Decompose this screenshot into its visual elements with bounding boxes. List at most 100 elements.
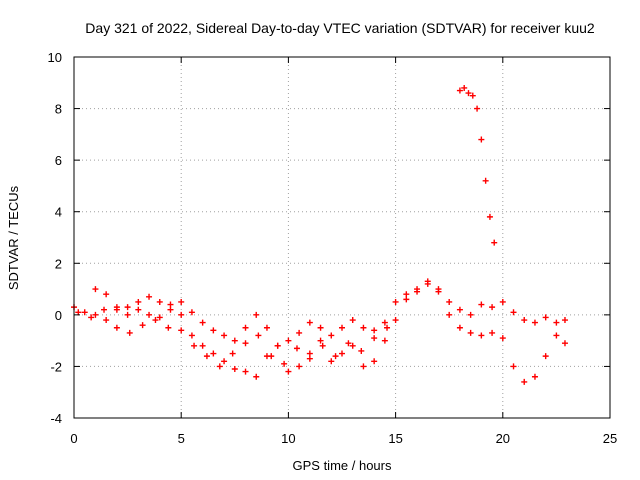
- data-point: [531, 319, 538, 326]
- data-point: [392, 298, 399, 305]
- data-point: [349, 342, 356, 349]
- data-point: [293, 345, 300, 352]
- data-point: [210, 327, 217, 334]
- y-tick-label: 8: [55, 102, 62, 117]
- data-point: [553, 319, 560, 326]
- x-tick-label: 20: [496, 431, 510, 446]
- data-point: [75, 309, 82, 316]
- data-point: [306, 355, 313, 362]
- data-point: [103, 291, 110, 298]
- data-point: [231, 366, 238, 373]
- x-tick-label: 15: [388, 431, 402, 446]
- y-tick-label: 2: [55, 256, 62, 271]
- data-point: [126, 329, 133, 336]
- data-point: [263, 324, 270, 331]
- data-point: [339, 324, 345, 331]
- data-point: [461, 84, 468, 91]
- data-point: [229, 350, 236, 357]
- y-tick-label: -4: [50, 411, 62, 426]
- data-point: [561, 340, 568, 347]
- data-point: [306, 319, 313, 326]
- data-point: [491, 239, 498, 246]
- data-point: [521, 317, 528, 324]
- data-point: [210, 350, 217, 357]
- data-point: [510, 309, 517, 316]
- x-axis: 0 5 10 15 20 25: [70, 57, 617, 446]
- data-point: [139, 322, 146, 329]
- chart-title: Day 321 of 2022, Sidereal Day-to-day VTE…: [85, 20, 595, 36]
- data-point: [467, 311, 474, 318]
- data-point: [328, 332, 335, 339]
- y-tick-label: 0: [55, 308, 62, 323]
- data-point: [178, 327, 185, 334]
- data-point: [242, 368, 249, 375]
- data-point: [216, 363, 223, 370]
- series-track-b: [92, 278, 568, 385]
- data-point: [281, 360, 288, 367]
- data-point: [92, 311, 99, 318]
- data-point: [221, 332, 228, 339]
- data-point: [531, 373, 538, 380]
- data-point: [332, 353, 339, 360]
- data-point: [231, 337, 238, 344]
- data-point: [135, 306, 142, 313]
- data-point: [446, 311, 453, 318]
- data-point: [188, 309, 195, 316]
- data-point: [489, 329, 496, 336]
- x-tick-label: 10: [281, 431, 295, 446]
- data-point: [268, 353, 275, 360]
- data-point: [113, 324, 120, 331]
- data-point: [456, 324, 463, 331]
- data-point: [414, 288, 421, 295]
- data-point: [178, 298, 185, 305]
- data-point: [467, 329, 474, 336]
- data-point: [381, 337, 388, 344]
- data-point: [92, 286, 99, 293]
- data-point: [285, 368, 292, 375]
- data-point: [360, 324, 367, 331]
- data-point: [135, 298, 142, 305]
- x-tick-label: 5: [178, 431, 185, 446]
- data-point: [482, 177, 489, 184]
- data-point: [199, 342, 206, 349]
- x-tick-label: 0: [70, 431, 77, 446]
- data-point: [456, 306, 463, 313]
- data-point: [456, 87, 463, 94]
- data-point: [403, 296, 410, 303]
- data-point: [542, 314, 549, 321]
- data-point: [317, 337, 324, 344]
- data-point: [561, 317, 568, 324]
- data-point: [167, 306, 174, 313]
- data-point: [371, 358, 378, 365]
- data-point: [152, 317, 159, 324]
- data-point: [146, 293, 153, 300]
- data-point: [319, 342, 326, 349]
- data-point: [285, 337, 292, 344]
- y-axis: -4 -2 0 2 4 6 8 10: [48, 50, 610, 426]
- data-point: [242, 324, 249, 331]
- data-point: [221, 358, 228, 365]
- data-point: [103, 317, 110, 324]
- data-point: [384, 324, 391, 331]
- data-point: [381, 319, 388, 326]
- data-point: [474, 105, 481, 112]
- data-point: [101, 306, 108, 313]
- x-axis-label: GPS time / hours: [293, 458, 392, 473]
- data-point: [435, 288, 442, 295]
- data-point: [165, 324, 172, 331]
- data-point: [191, 342, 198, 349]
- y-tick-label: 6: [55, 153, 62, 168]
- data-point: [553, 332, 560, 339]
- data-point: [255, 332, 262, 339]
- y-tick-label: 4: [55, 205, 62, 220]
- data-point: [167, 301, 174, 308]
- data-point: [489, 304, 496, 311]
- data-point: [188, 332, 195, 339]
- data-point: [124, 304, 131, 311]
- data-point: [478, 332, 485, 339]
- data-point: [124, 311, 131, 318]
- data-point: [203, 353, 210, 360]
- data-point: [486, 213, 493, 220]
- data-point: [88, 314, 95, 321]
